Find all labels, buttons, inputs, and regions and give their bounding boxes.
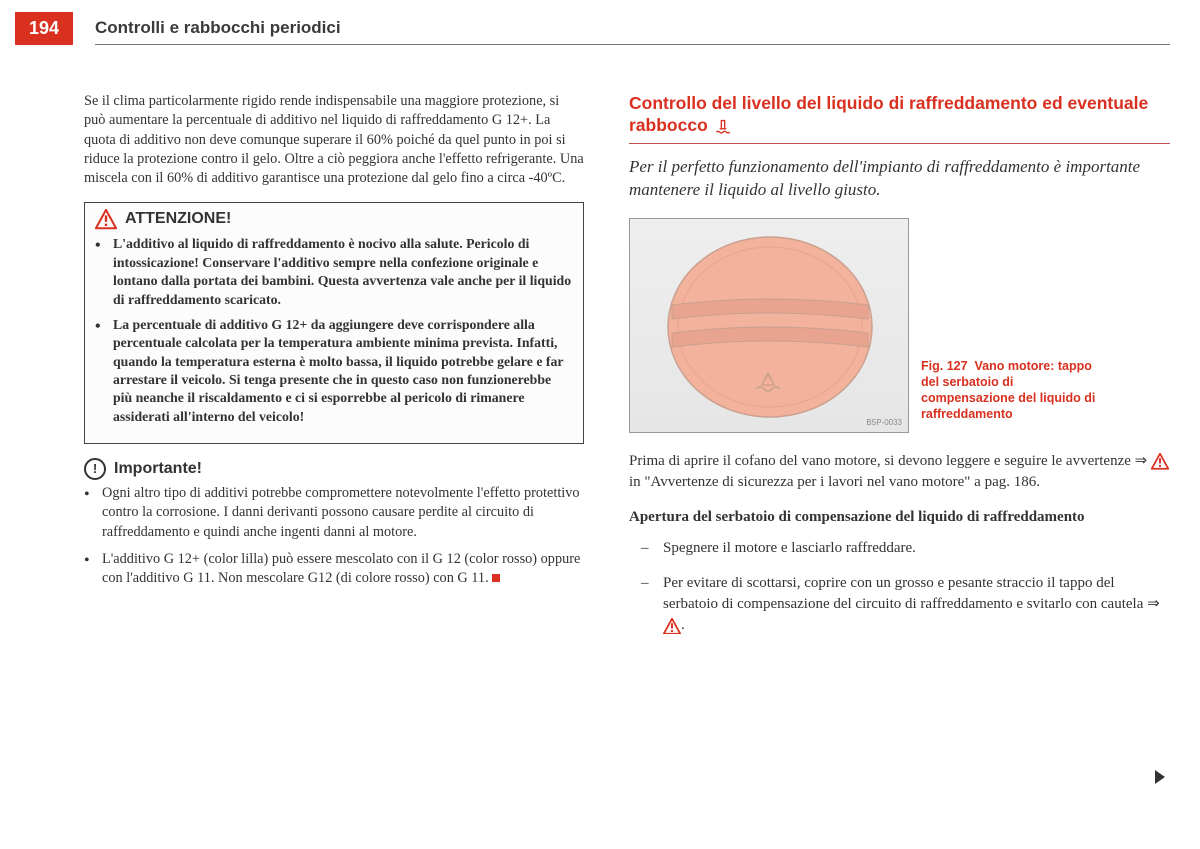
warning-item: La percentuale di additivo G 12+ da aggi… [95,316,573,426]
warning-header: ATTENZIONE! [95,209,573,229]
figure-image: B5P-0033 [629,218,909,433]
important-list: Ogni altro tipo di additivi potrebbe com… [84,484,584,588]
continue-marker-icon [1155,770,1165,784]
important-item-text: L'additivo G 12+ (color lilla) può esser… [102,551,580,586]
section-end-marker [492,574,500,582]
section-rule [629,143,1170,144]
header-rule [95,44,1170,45]
right-column: Controllo del livello del liquido di raf… [629,92,1170,651]
step-item: Spegnere il motore e lasciarlo raffredda… [641,538,1170,559]
page-number: 194 [15,12,73,45]
important-item: Ogni altro tipo di additivi potrebbe com… [84,484,584,542]
important-icon: ! [84,458,106,480]
sub-heading: Apertura del serbatoio di compensazione … [629,507,1170,527]
para-text-after: in "Avvertenze di sicurezza per i lavori… [629,474,1040,490]
section-intro: Per il perfetto funzionamento dell'impia… [629,156,1170,202]
para-text-before: Prima di aprire il cofano del vano motor… [629,453,1151,469]
left-column: Se il clima particolarmente rigido rende… [84,92,584,651]
step-item: Per evitare di scottarsi, coprire con un… [641,573,1170,637]
warning-icon [1151,453,1169,469]
header-title: Controlli e rabbocchi periodici [95,18,341,38]
warning-icon [95,209,117,229]
section-title-text: Controllo del livello del liquido di raf… [629,93,1148,135]
figure-badge: B5P-0033 [866,418,902,427]
warning-label: ATTENZIONE! [125,210,231,228]
content-area: Se il clima particolarmente rigido rende… [84,92,1170,651]
warning-list: L'additivo al liquido di raffreddamento … [95,235,573,425]
pre-warning-paragraph: Prima di aprire il cofano del vano motor… [629,451,1170,494]
figure-caption: Fig. 127 Vano motore: tappo del serbatoi… [921,358,1101,433]
important-item: L'additivo G 12+ (color lilla) può esser… [84,550,584,589]
intro-paragraph: Se il clima particolarmente rigido rende… [84,92,584,188]
warning-box: ATTENZIONE! L'additivo al liquido di raf… [84,202,584,443]
warning-item: L'additivo al liquido di raffreddamento … [95,235,573,308]
figure-label: Fig. 127 [921,359,968,373]
section-title: Controllo del livello del liquido di raf… [629,92,1170,137]
important-header: ! Importante! [84,458,584,480]
coolant-cap-illustration [662,233,878,421]
figure-row: B5P-0033 Fig. 127 Vano motore: tappo del… [629,218,1170,433]
important-label: Importante! [114,460,202,478]
period: . [681,617,685,633]
step-text: Per evitare di scottarsi, coprire con un… [663,575,1160,612]
coolant-icon [713,118,733,136]
warning-icon [663,618,681,634]
steps-list: Spegnere il motore e lasciarlo raffredda… [641,538,1170,637]
